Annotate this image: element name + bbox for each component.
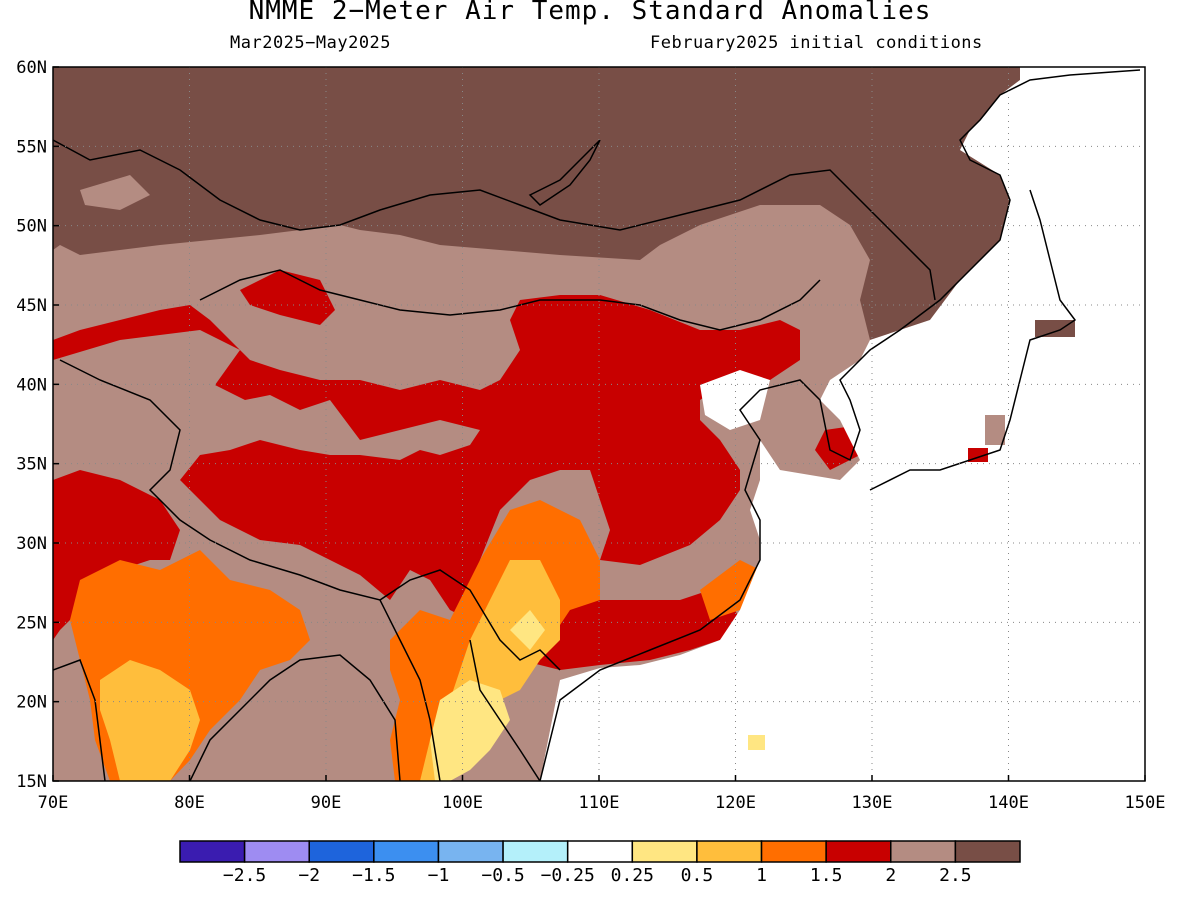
tick-label-lat: 50N <box>16 217 47 237</box>
tick-label-lat: 30N <box>16 534 47 554</box>
tick-label-lat: 15N <box>16 772 47 792</box>
colorbar-label: −2.5 <box>223 865 266 886</box>
colorbar-label: −1.5 <box>352 865 395 886</box>
tick-label-lat: 55N <box>16 137 47 157</box>
colorbar-swatch <box>373 840 440 863</box>
tick-label-lon: 70E <box>38 793 69 813</box>
field-neutral-ocean <box>540 67 1145 781</box>
colorbar-swatch <box>179 840 246 863</box>
colorbar-swatch <box>631 840 698 863</box>
forecast-period: Mar2025−May2025 <box>230 33 392 53</box>
field-japan-2-2.5 <box>985 415 1005 445</box>
lake-baikal <box>528 139 601 206</box>
field-0.25-0.5-b <box>510 610 545 650</box>
coastline-japan <box>869 189 1077 491</box>
colorbar-swatch <box>825 840 892 863</box>
axis-tick-labels: 70E 80E 90E 100E 110E 120E 130E 140E 150E 15N 20N 2… <box>16 58 1165 813</box>
colorbar-swatch <box>243 840 310 863</box>
colorbar-swatch <box>954 840 1021 863</box>
colorbar-label: 0.5 <box>681 865 714 886</box>
coastlines-and-borders <box>53 69 1141 781</box>
colorbar-label: −0.5 <box>481 865 524 886</box>
field-taiwan <box>748 735 765 750</box>
tick-label-lat: 35N <box>16 455 47 475</box>
colorbar-label: 2 <box>885 865 896 886</box>
colorbar-swatch <box>566 840 634 863</box>
colorbar-label: −0.25 <box>541 865 595 886</box>
colorbar-label: −1 <box>428 865 450 886</box>
tick-label-lat: 60N <box>16 58 47 78</box>
tick-label-lon: 150E <box>1125 793 1166 813</box>
colorbar-swatch <box>760 840 827 863</box>
colorbar-label: 1 <box>756 865 767 886</box>
colorbar-swatch <box>308 840 375 863</box>
colorbar-label: 1.5 <box>810 865 843 886</box>
field-0.5-1-india <box>100 660 200 781</box>
border-se-asia <box>379 599 541 781</box>
tick-label-lat: 45N <box>16 296 47 316</box>
field-neutral-patch <box>700 370 770 430</box>
coastline-east-asia <box>539 69 1141 781</box>
tick-label-lat: 40N <box>16 375 47 395</box>
tick-label-lon: 80E <box>174 793 205 813</box>
colorbar-swatch <box>696 840 763 863</box>
field-japan-gt-2.5 <box>1035 320 1075 337</box>
coastline-india <box>53 654 401 781</box>
colorbar-label: −2 <box>298 865 320 886</box>
colorbar-swatch <box>437 840 504 863</box>
field-1.5-2-west <box>53 295 800 620</box>
field-1.5-2-mongolia <box>240 270 335 325</box>
tick-label-lon: 130E <box>852 793 893 813</box>
border-himalaya <box>59 359 561 671</box>
colorbar-swatch <box>890 840 957 863</box>
field-1-1.5-coast <box>700 560 760 620</box>
tick-label-lon: 120E <box>715 793 756 813</box>
colorbar-swatch <box>502 840 569 863</box>
border-china-mongolia <box>199 269 821 331</box>
initial-conditions: February2025 initial conditions <box>650 33 983 53</box>
colorbar-label: 0.25 <box>611 865 654 886</box>
tick-label-lat: 20N <box>16 693 47 713</box>
tick-label-lon: 100E <box>442 793 483 813</box>
field-gt-2.5-north <box>53 67 1020 340</box>
tick-label-lon: 90E <box>311 793 342 813</box>
axis-ticks <box>52 66 1146 782</box>
tick-label-lon: 110E <box>579 793 620 813</box>
gridlines <box>53 67 1145 781</box>
chart-title: NMME 2−Meter Air Temp. Standard Anomalie… <box>248 0 932 26</box>
tick-label-lat: 25N <box>16 613 47 633</box>
colorbar-label: 2.5 <box>939 865 972 886</box>
field-2-2.5-window <box>80 175 150 210</box>
tick-label-lon: 140E <box>988 793 1029 813</box>
colorbar: −2.5 −2 −1.5 −1 −0.5 −0.25 0.25 0.5 1 1.5 2 2.5 <box>179 840 1021 886</box>
border-central-asia <box>53 139 936 301</box>
